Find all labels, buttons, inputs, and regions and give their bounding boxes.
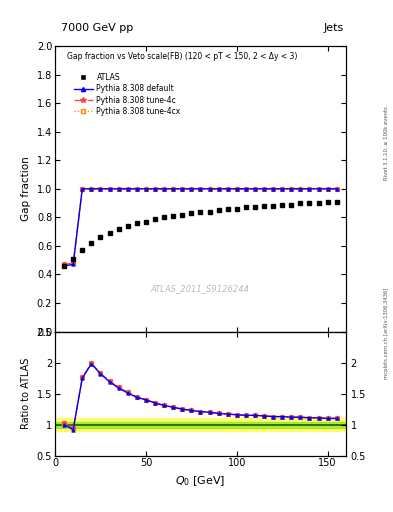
Bar	[55, 421, 346, 428]
Y-axis label: Gap fraction: Gap fraction	[21, 157, 31, 221]
Legend: ATLAS, Pythia 8.308 default, Pythia 8.308 tune-4c, Pythia 8.308 tune-4cx: ATLAS, Pythia 8.308 default, Pythia 8.30…	[70, 70, 184, 119]
Text: Gap fraction vs Veto scale(FB) (120 < pT < 150, 2 < Δy < 3): Gap fraction vs Veto scale(FB) (120 < pT…	[67, 52, 297, 61]
Text: Jets: Jets	[323, 23, 344, 33]
Y-axis label: Ratio to ATLAS: Ratio to ATLAS	[21, 358, 31, 429]
Text: 7000 GeV pp: 7000 GeV pp	[61, 23, 133, 33]
Bar	[55, 418, 346, 431]
X-axis label: $Q_0$ [GeV]: $Q_0$ [GeV]	[175, 474, 226, 488]
Text: ATLAS_2011_S9126244: ATLAS_2011_S9126244	[151, 284, 250, 293]
Text: Rivet 3.1.10, ≥ 100k events: Rivet 3.1.10, ≥ 100k events	[384, 106, 389, 180]
Text: mcplots.cern.ch [arXiv:1306.3436]: mcplots.cern.ch [arXiv:1306.3436]	[384, 287, 389, 378]
